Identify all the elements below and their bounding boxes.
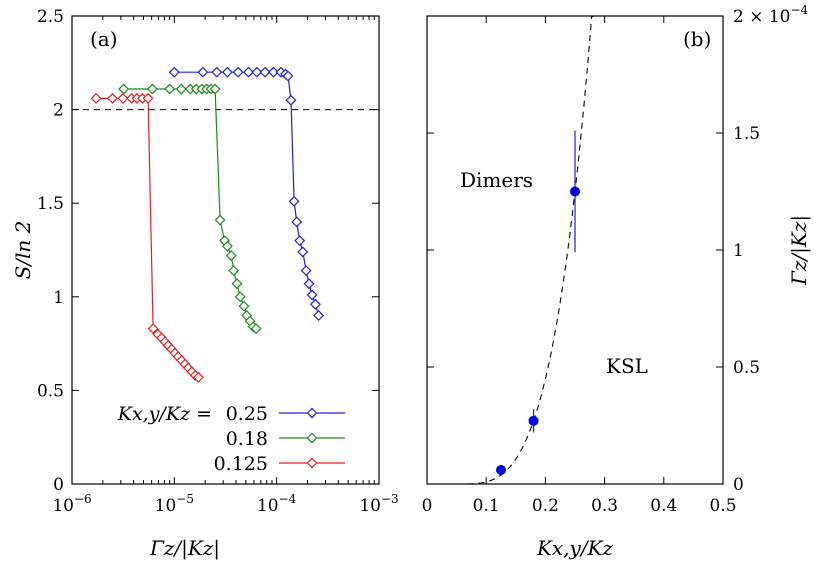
legend-title: Kx,y/Kz =	[117, 403, 212, 425]
data-point	[259, 66, 271, 78]
panel-a-label: (a)	[90, 27, 118, 51]
data-point	[570, 130, 580, 253]
legend-entry-label: 0.18	[226, 428, 268, 450]
panel-b-ticks: 0 0.1 0.2 0.3 0.4 0.500.511.52 × 10−4	[422, 3, 809, 516]
data-point	[267, 66, 279, 78]
x-tick-label: 10−3	[359, 492, 398, 516]
y-tick-label: 1	[733, 241, 744, 261]
legend-marker	[306, 457, 318, 469]
data-point	[211, 66, 223, 78]
data-point	[243, 66, 254, 78]
series-line	[123, 88, 257, 330]
series-0.25	[168, 66, 325, 321]
y-tick-label: 1.5	[733, 124, 760, 144]
data-point	[238, 300, 250, 312]
data-point	[250, 323, 262, 335]
data-point	[297, 246, 309, 258]
data-point	[306, 289, 318, 301]
data-point	[282, 70, 294, 82]
y-tick-label: 1	[53, 288, 64, 308]
data-point	[294, 235, 306, 247]
data-point	[146, 83, 158, 95]
y-tick-label: 0	[733, 475, 744, 495]
point-marker	[496, 464, 506, 475]
region-label-dimers: Dimers	[460, 168, 533, 192]
region-label-ksl: KSL	[606, 354, 648, 378]
data-point	[303, 278, 315, 290]
y-tick-label: 2.5	[37, 7, 64, 27]
point-marker	[570, 186, 580, 197]
data-point	[221, 240, 233, 252]
series-line	[174, 71, 320, 316]
x-tick-label: 0.3	[591, 496, 618, 516]
data-point	[118, 83, 130, 95]
panel-a-frame	[71, 15, 380, 485]
panel-a-xlabel: Γz/|Kz|	[149, 536, 220, 561]
legend-entry-label: 0.25	[226, 403, 268, 425]
panel-b: 0 0.1 0.2 0.3 0.4 0.500.511.52 × 10−4 (b) Dim…	[422, 3, 812, 560]
x-tick-label: 0.5	[709, 496, 736, 516]
panel-b-points	[496, 130, 580, 475]
data-point	[291, 216, 303, 228]
y-tick-label: 0.5	[733, 358, 760, 378]
data-point	[288, 195, 300, 207]
data-point	[175, 83, 187, 95]
data-point	[142, 92, 154, 104]
data-point	[90, 92, 102, 104]
x-tick-label: 10−5	[155, 492, 194, 516]
data-point	[228, 265, 240, 277]
y-tick-label: 0.5	[37, 381, 64, 401]
data-point	[232, 66, 244, 78]
data-point	[168, 66, 180, 78]
x-tick-label: 0	[422, 496, 433, 516]
data-point	[214, 214, 226, 226]
x-tick-label: 0.1	[473, 496, 500, 516]
data-point	[309, 298, 321, 310]
data-point	[107, 92, 118, 104]
y-tick-label: 2	[53, 101, 64, 121]
x-tick-label: 0.4	[650, 496, 677, 516]
data-point	[225, 250, 237, 262]
data-point	[147, 323, 159, 335]
data-point	[528, 409, 539, 433]
data-point	[234, 291, 246, 303]
x-tick-label: 10−6	[52, 492, 91, 516]
panel-b-label: (b)	[683, 27, 711, 51]
legend-marker	[306, 407, 318, 419]
data-point	[231, 278, 243, 290]
panel-a-ticks: 0 0.5 1 1.5 2 2.5 10−6 10−5 10−4 10−3	[37, 7, 399, 516]
series-0.18	[118, 83, 262, 335]
y-tick-label: 0	[53, 475, 64, 495]
y-tick-label: 2 × 10−4	[733, 3, 809, 27]
data-point	[251, 66, 263, 78]
x-tick-label: 0.2	[532, 496, 559, 516]
data-point	[313, 310, 325, 321]
data-point	[117, 92, 129, 104]
series-0.125	[90, 92, 204, 383]
data-point	[209, 83, 221, 95]
legend: 0.25 0.18 0.125	[214, 403, 345, 475]
data-point	[285, 94, 297, 106]
data-point	[197, 66, 209, 78]
data-point	[221, 66, 233, 78]
data-point	[496, 464, 506, 475]
legend-entry-label: 0.125	[214, 453, 268, 475]
y-tick-label: 1.5	[37, 194, 64, 214]
fit-curve	[456, 15, 594, 485]
data-point	[300, 265, 312, 277]
data-point	[192, 371, 204, 383]
panel-a: 0 0.5 1 1.5 2 2.5 10−6 10−5 10−4 10−3 (a) Γz/|Kz|…	[11, 7, 399, 561]
panel-a-ylabel: S/ln 2	[11, 221, 35, 280]
point-marker	[528, 415, 539, 426]
panel-b-xlabel: Kx,y/Kz	[536, 536, 614, 560]
legend-marker	[306, 432, 318, 444]
x-tick-label: 10−4	[257, 492, 297, 516]
panel-b-ylabel: Γz/|Kz|	[787, 215, 812, 286]
series-line	[96, 97, 199, 378]
panel-a-series	[90, 66, 325, 383]
data-point	[164, 83, 176, 95]
